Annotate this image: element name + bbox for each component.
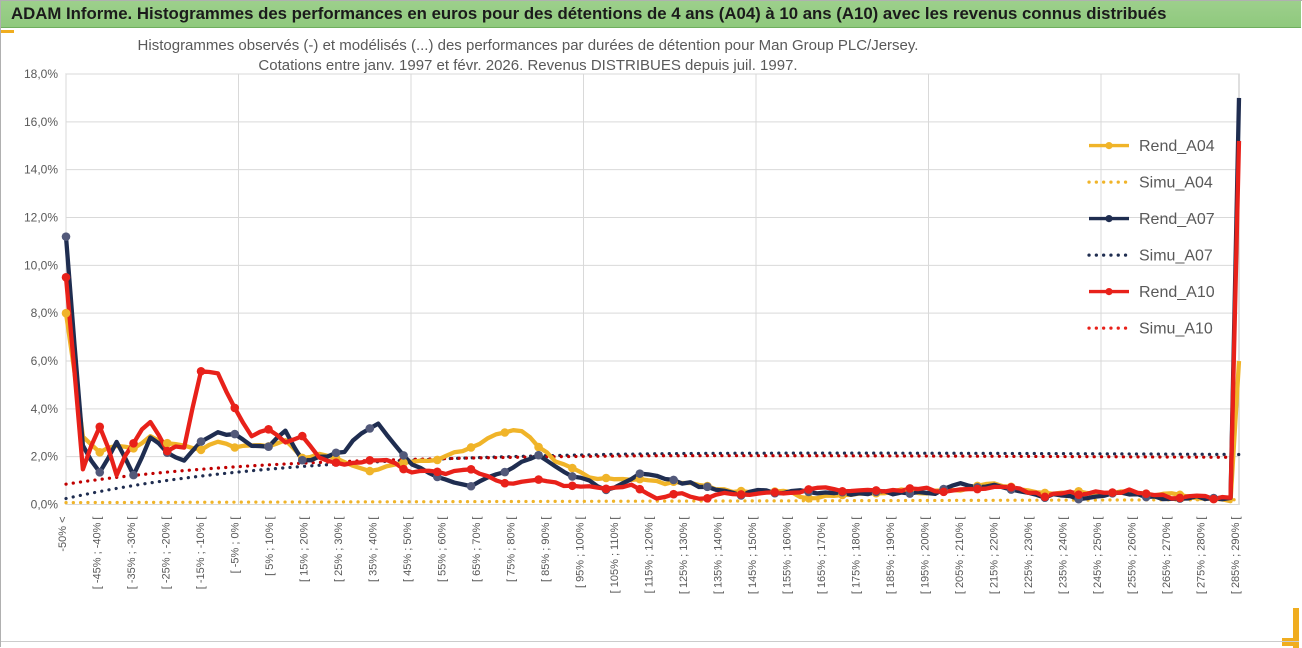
svg-text:16,0%: 16,0% (24, 115, 58, 129)
svg-text:Simu_A04: Simu_A04 (1139, 175, 1213, 192)
svg-text:14,0%: 14,0% (24, 163, 58, 177)
svg-text:[ 65% ; 70% [: [ 65% ; 70% [ (471, 517, 483, 582)
svg-text:[ 95% ; 100% [: [ 95% ; 100% [ (575, 517, 587, 589)
svg-text:[ 75% ; 80% [: [ 75% ; 80% [ (506, 517, 518, 582)
svg-text:[ 85% ; 90% [: [ 85% ; 90% [ (540, 517, 552, 582)
svg-text:Cotations entre janv. 1997 et: Cotations entre janv. 1997 et févr. 2026… (258, 57, 797, 74)
svg-text:8,0%: 8,0% (31, 306, 59, 320)
svg-text:4,0%: 4,0% (31, 402, 59, 416)
svg-text:[ 285% ; 290% [: [ 285% ; 290% [ (1230, 517, 1242, 595)
svg-text:[ 255% ; 260% [: [ 255% ; 260% [ (1127, 517, 1139, 595)
svg-text:[ 155% ; 160% [: [ 155% ; 160% [ (782, 517, 794, 595)
svg-text:Rend_A10: Rend_A10 (1139, 284, 1215, 301)
svg-text:[ 115% ; 120% [: [ 115% ; 120% [ (644, 517, 656, 594)
svg-text:[ 135% ; 140% [: [ 135% ; 140% [ (713, 517, 725, 595)
svg-text:Simu_A07: Simu_A07 (1139, 248, 1213, 265)
svg-text:[ 265% ; 270% [: [ 265% ; 270% [ (1161, 517, 1173, 595)
svg-text:[ 25% ; 30% [: [ 25% ; 30% [ (333, 517, 345, 582)
svg-text:[ 175% ; 180% [: [ 175% ; 180% [ (851, 517, 863, 595)
svg-text:[ 15% ; 20% [: [ 15% ; 20% [ (299, 517, 311, 582)
svg-text:Rend_A07: Rend_A07 (1139, 211, 1215, 228)
svg-text:[ 55% ; 60% [: [ 55% ; 60% [ (437, 517, 449, 582)
svg-text:Simu_A10: Simu_A10 (1139, 321, 1213, 338)
svg-text:[ 35% ; 40% [: [ 35% ; 40% [ (368, 517, 380, 582)
svg-text:2,0%: 2,0% (31, 450, 59, 464)
svg-text:[ 205% ; 210% [: [ 205% ; 210% [ (954, 517, 966, 595)
svg-text:18,0%: 18,0% (24, 67, 58, 81)
svg-text:[ 245% ; 250% [: [ 245% ; 250% [ (1092, 517, 1104, 595)
svg-text:12,0%: 12,0% (24, 211, 58, 225)
svg-text:Rend_A04: Rend_A04 (1139, 138, 1215, 155)
svg-text:[ -5% ; 0% [: [ -5% ; 0% [ (230, 517, 242, 574)
svg-text:[ 45% ; 50% [: [ 45% ; 50% [ (402, 517, 414, 582)
svg-text:[ -25% ; -20% [: [ -25% ; -20% [ (161, 517, 173, 590)
svg-text:[ 165% ; 170% [: [ 165% ; 170% [ (816, 517, 828, 595)
svg-text:[ 5% ; 10% [: [ 5% ; 10% [ (264, 517, 276, 576)
svg-text:[ 275% ; 280% [: [ 275% ; 280% [ (1196, 517, 1208, 595)
svg-text:Histogrammes observés (-) et: Histogrammes observés (-) et modélisés (… (138, 37, 919, 54)
svg-text:[ 145% ; 150% [: [ 145% ; 150% [ (747, 517, 759, 595)
svg-text:[ -15% ; -10% [: [ -15% ; -10% [ (195, 517, 207, 590)
svg-text:[ 215% ; 220% [: [ 215% ; 220% [ (989, 517, 1001, 595)
svg-text:[ 235% ; 240% [: [ 235% ; 240% [ (1058, 517, 1070, 595)
svg-text:[ -45% ; -40% [: [ -45% ; -40% [ (92, 517, 104, 590)
svg-text:[ 225% ; 230% [: [ 225% ; 230% [ (1023, 517, 1035, 595)
svg-text:[ 105% ; 110% [: [ 105% ; 110% [ (609, 517, 621, 594)
svg-text:-50% <: -50% < (57, 517, 69, 552)
svg-text:[ 195% ; 200% [: [ 195% ; 200% [ (920, 517, 932, 595)
svg-text:0,0%: 0,0% (31, 498, 59, 512)
svg-text:[ 185% ; 190% [: [ 185% ; 190% [ (885, 517, 897, 595)
svg-text:6,0%: 6,0% (31, 354, 59, 368)
svg-text:10,0%: 10,0% (24, 258, 58, 272)
svg-text:[ 125% ; 130% [: [ 125% ; 130% [ (678, 517, 690, 595)
svg-text:[ -35% ; -30% [: [ -35% ; -30% [ (126, 517, 138, 590)
